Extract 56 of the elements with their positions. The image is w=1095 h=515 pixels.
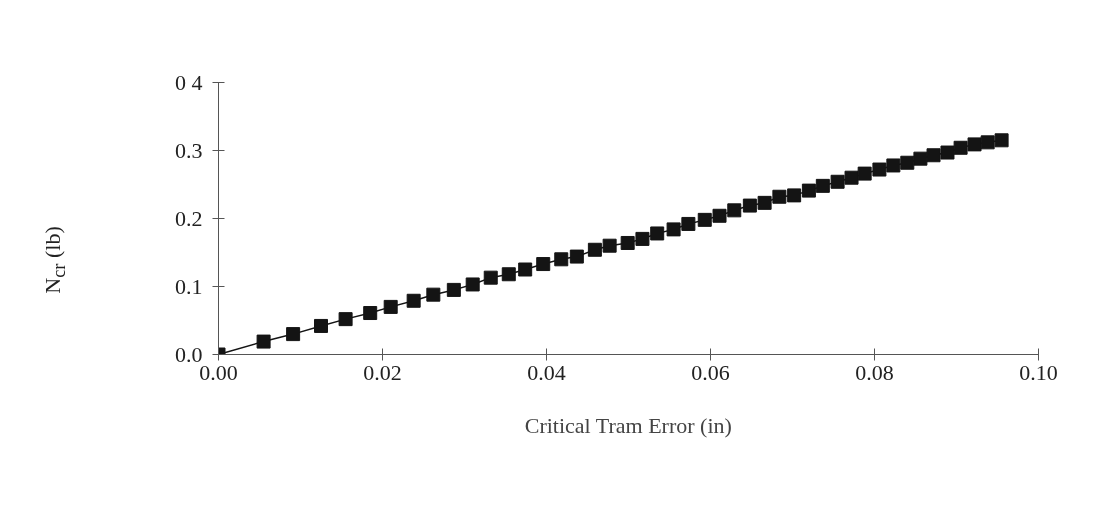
point bbox=[314, 318, 328, 333]
point bbox=[844, 170, 859, 185]
x-axis-title: Critical Tram Error (in) bbox=[524, 412, 732, 438]
point bbox=[953, 140, 968, 155]
point bbox=[742, 198, 757, 213]
point bbox=[518, 262, 533, 277]
point bbox=[483, 270, 498, 285]
point bbox=[727, 203, 742, 218]
y-tick-label: 0.1 bbox=[175, 274, 203, 299]
point bbox=[465, 277, 480, 292]
point bbox=[666, 222, 681, 237]
point bbox=[338, 312, 353, 327]
y-tick-label: 0.0 bbox=[175, 342, 203, 367]
point bbox=[681, 216, 696, 231]
point bbox=[772, 189, 787, 204]
point bbox=[363, 306, 378, 321]
x-tick-label: 0.08 bbox=[855, 359, 894, 385]
point bbox=[286, 327, 301, 342]
y-tick-label: 0.2 bbox=[175, 206, 203, 231]
point bbox=[602, 238, 617, 253]
point bbox=[926, 148, 941, 163]
point bbox=[406, 293, 421, 308]
point bbox=[940, 145, 955, 160]
point bbox=[635, 231, 650, 246]
point bbox=[967, 137, 982, 152]
x-tick-label: 0.10 bbox=[1019, 359, 1058, 385]
point bbox=[913, 151, 928, 166]
y-tick-label: 0.3 bbox=[175, 138, 203, 163]
point bbox=[801, 183, 816, 198]
y-tick-label: 0 4 bbox=[175, 70, 203, 95]
point bbox=[620, 235, 635, 250]
point bbox=[830, 174, 845, 189]
point bbox=[383, 299, 398, 314]
point bbox=[554, 252, 569, 267]
point bbox=[900, 155, 915, 170]
point bbox=[712, 208, 727, 223]
point bbox=[256, 334, 271, 349]
point bbox=[815, 178, 830, 193]
point bbox=[994, 133, 1009, 148]
x-tick-label: 0.06 bbox=[691, 359, 730, 385]
point bbox=[757, 195, 772, 210]
point bbox=[650, 226, 665, 241]
point bbox=[569, 249, 584, 264]
x-tick-label: 0.04 bbox=[527, 359, 566, 385]
point bbox=[886, 158, 901, 173]
point bbox=[536, 257, 551, 272]
point bbox=[980, 135, 995, 150]
point bbox=[697, 212, 712, 227]
point bbox=[501, 267, 516, 282]
point bbox=[857, 166, 872, 181]
point bbox=[587, 242, 602, 257]
point bbox=[787, 188, 802, 203]
point bbox=[872, 162, 887, 177]
point bbox=[446, 282, 461, 297]
x-tick-label: 0.02 bbox=[363, 359, 402, 385]
point bbox=[426, 287, 441, 302]
